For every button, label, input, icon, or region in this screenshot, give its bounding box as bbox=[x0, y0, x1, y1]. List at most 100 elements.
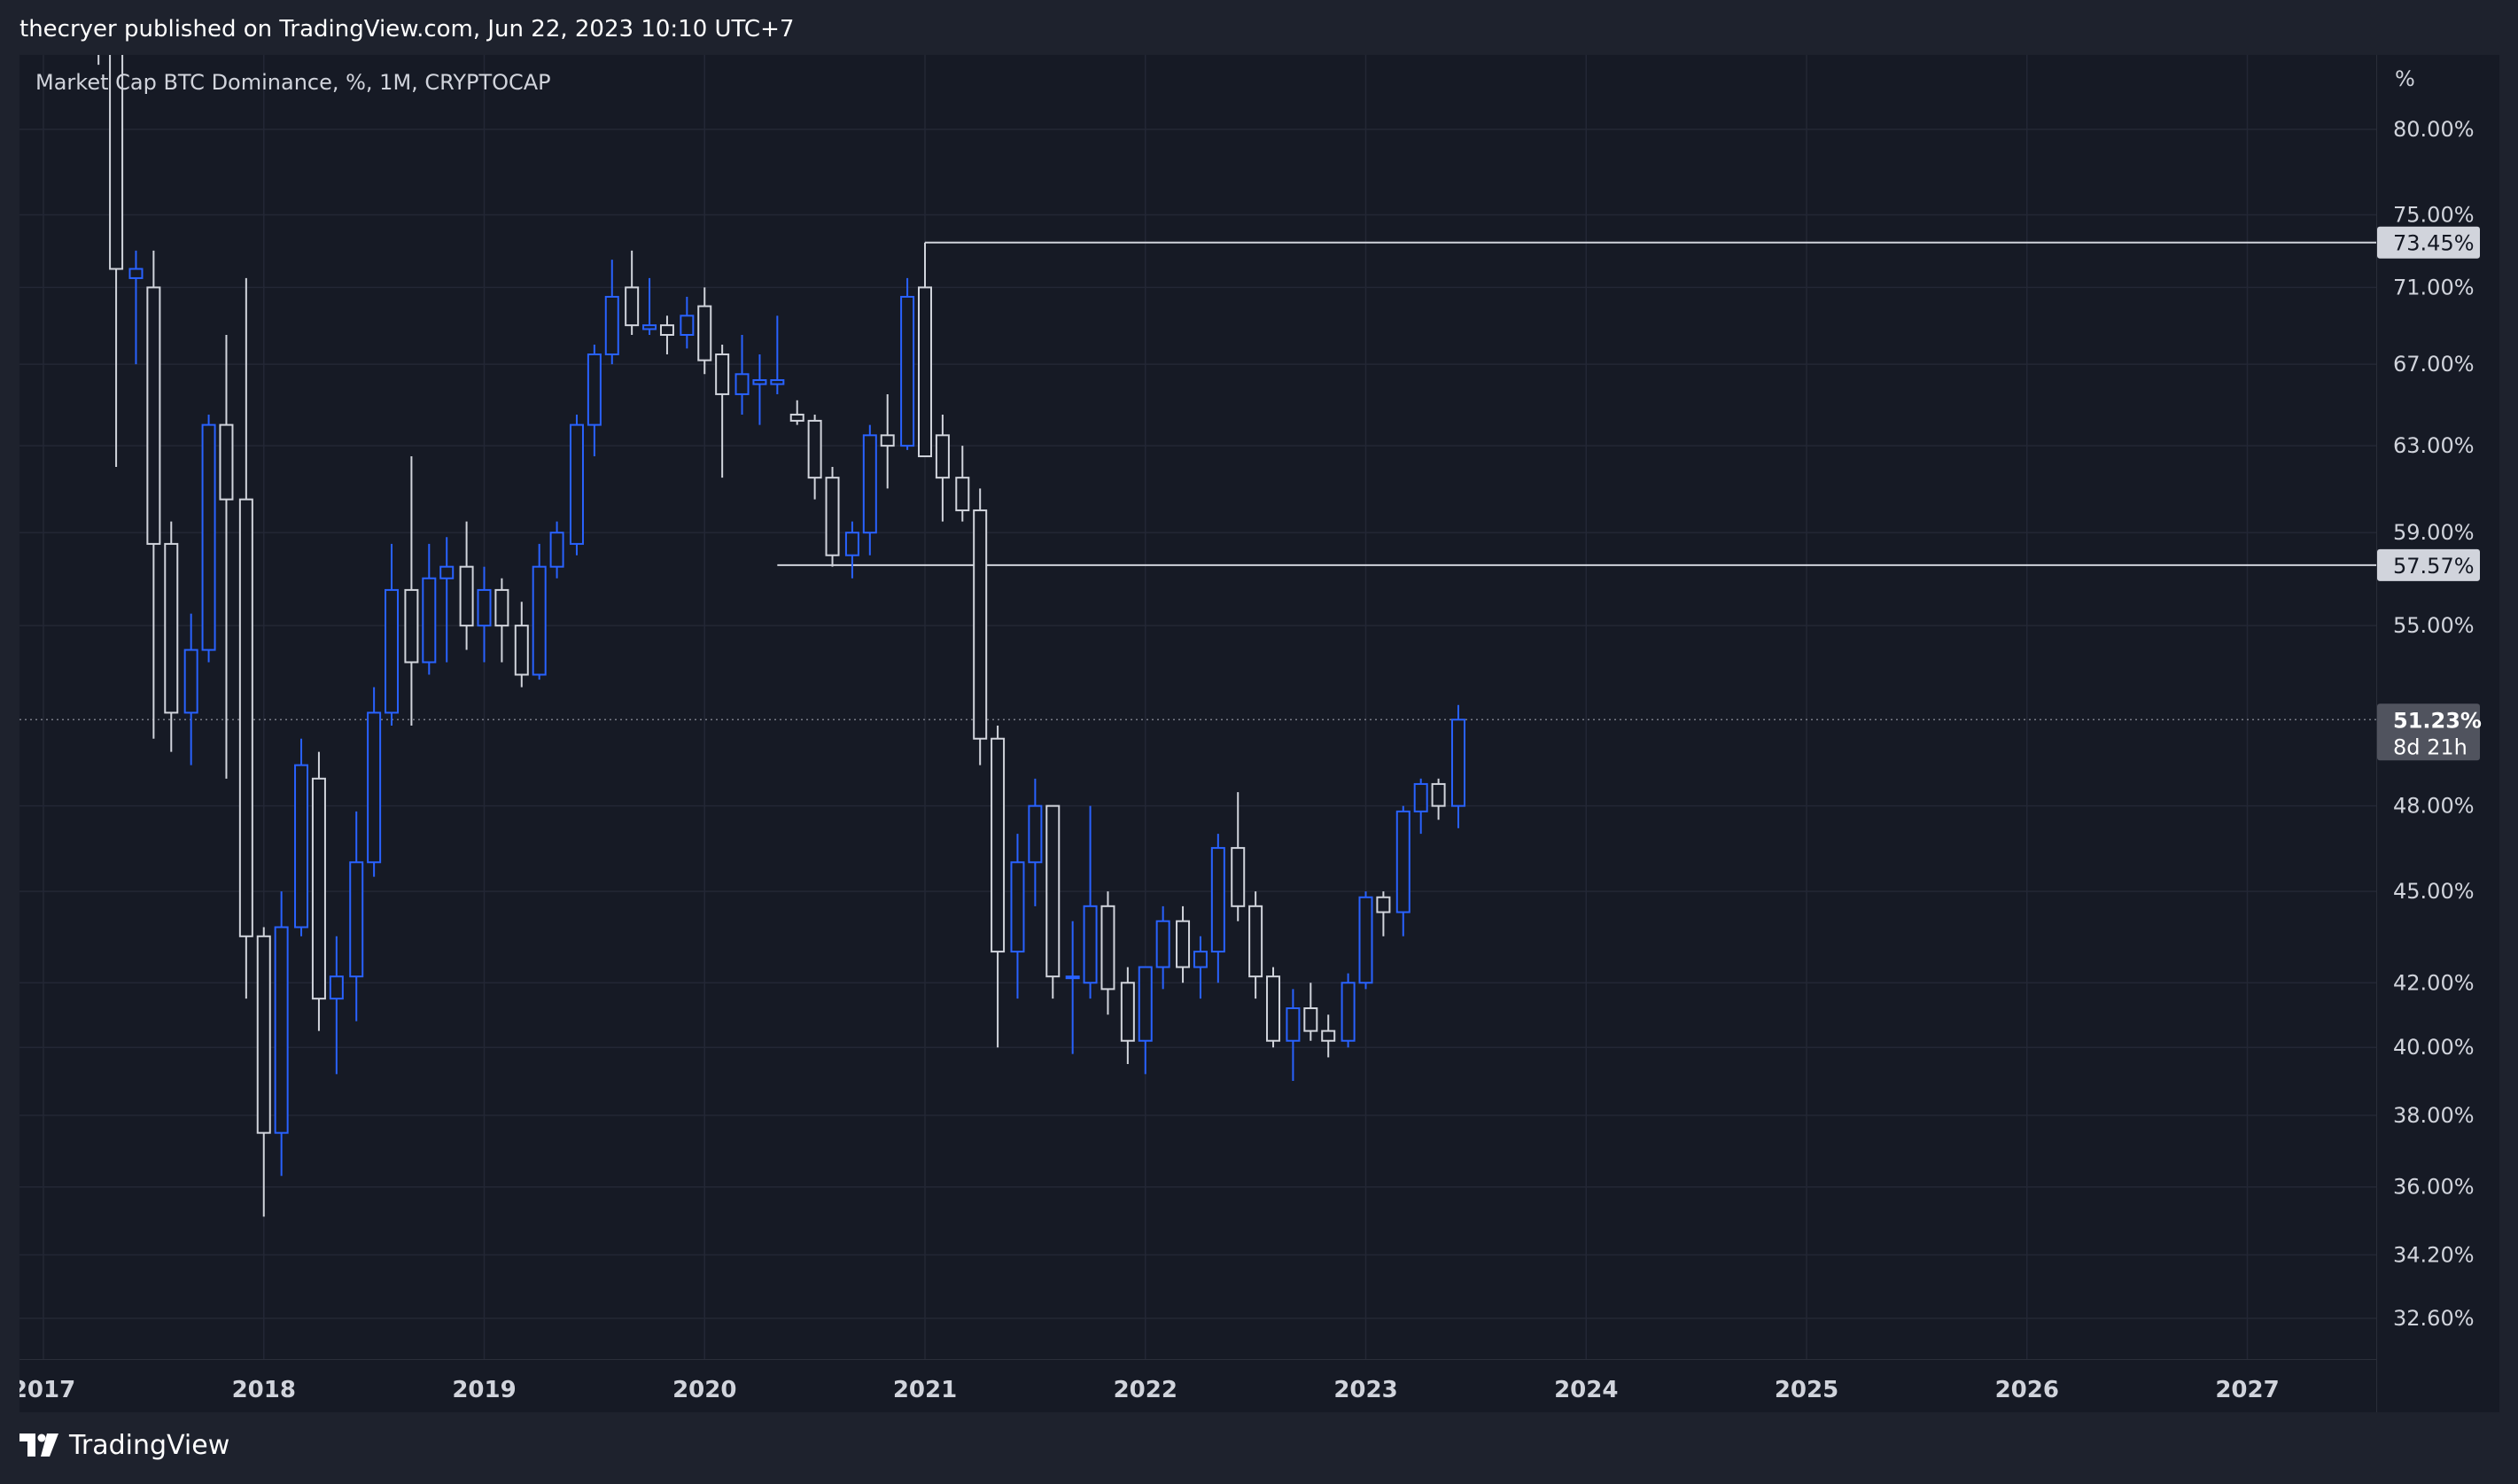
candle-body bbox=[164, 542, 179, 714]
candle[interactable] bbox=[439, 537, 455, 663]
candle[interactable] bbox=[1431, 778, 1446, 820]
candle[interactable] bbox=[1248, 891, 1263, 999]
candle[interactable] bbox=[311, 751, 326, 1031]
candle[interactable] bbox=[219, 334, 234, 779]
candle[interactable] bbox=[880, 393, 895, 489]
candle[interactable] bbox=[789, 400, 804, 425]
candle[interactable] bbox=[1100, 891, 1115, 1015]
candle[interactable] bbox=[92, 55, 105, 66]
candle[interactable] bbox=[900, 277, 915, 450]
candle-body bbox=[494, 588, 509, 627]
time-tick-label: 2019 bbox=[452, 1377, 516, 1403]
candle[interactable] bbox=[1231, 792, 1246, 921]
candle[interactable] bbox=[238, 277, 253, 999]
candle[interactable] bbox=[1083, 805, 1098, 999]
candle[interactable] bbox=[991, 726, 1006, 1048]
candle[interactable] bbox=[404, 456, 419, 726]
candle-body bbox=[1193, 951, 1208, 968]
candle[interactable] bbox=[1010, 834, 1025, 999]
plot-area[interactable]: Market Cap BTC Dominance, %, 1M, CRYPTOC… bbox=[19, 55, 2376, 1359]
price-axis[interactable]: % 80.00% 75.00% 71.00% 67.00% 63.00% 59.00% 55.… bbox=[2376, 55, 2499, 1412]
candle-body bbox=[532, 565, 547, 676]
candle[interactable] bbox=[680, 296, 695, 349]
candle[interactable] bbox=[367, 687, 382, 877]
candle[interactable] bbox=[715, 344, 730, 478]
candle[interactable] bbox=[825, 467, 840, 567]
candle[interactable] bbox=[1286, 989, 1301, 1082]
candle-body bbox=[1395, 810, 1411, 913]
candle-body bbox=[734, 373, 750, 395]
candle[interactable] bbox=[1028, 778, 1043, 906]
candle[interactable] bbox=[807, 414, 822, 500]
candle[interactable] bbox=[201, 414, 216, 663]
candle[interactable] bbox=[128, 250, 144, 365]
candle[interactable] bbox=[494, 578, 509, 663]
grid bbox=[19, 55, 2376, 1359]
time-tick-label: 2022 bbox=[1114, 1377, 1177, 1403]
candle[interactable] bbox=[1395, 805, 1411, 936]
candle[interactable] bbox=[294, 738, 309, 936]
candle[interactable] bbox=[642, 277, 657, 335]
candle[interactable] bbox=[734, 334, 750, 415]
candle[interactable] bbox=[1341, 973, 1356, 1048]
candle-body bbox=[642, 324, 657, 330]
candle[interactable] bbox=[1138, 966, 1153, 1075]
candle[interactable] bbox=[1376, 891, 1391, 936]
candle[interactable] bbox=[918, 242, 932, 458]
candle[interactable] bbox=[1303, 983, 1318, 1041]
candle[interactable] bbox=[549, 521, 564, 579]
candle[interactable] bbox=[604, 260, 619, 365]
candle[interactable] bbox=[385, 543, 400, 726]
candle[interactable] bbox=[1321, 1014, 1336, 1058]
candle[interactable] bbox=[844, 521, 859, 579]
candle[interactable] bbox=[935, 414, 950, 522]
candle[interactable] bbox=[274, 891, 289, 1177]
candle[interactable] bbox=[1045, 804, 1061, 999]
candle[interactable] bbox=[164, 521, 179, 752]
candle[interactable] bbox=[1176, 905, 1191, 983]
candle-body bbox=[439, 565, 455, 579]
candlestick-plot[interactable] bbox=[19, 55, 2376, 1359]
candle[interactable] bbox=[109, 55, 124, 468]
candle[interactable] bbox=[146, 250, 161, 739]
candle[interactable] bbox=[625, 250, 640, 335]
candle[interactable] bbox=[1065, 921, 1080, 1054]
candle[interactable] bbox=[477, 566, 492, 663]
candle[interactable] bbox=[955, 446, 970, 522]
time-axis[interactable]: 2017 2018 2019 2020 2021 2022 2023 2024 2025 2026… bbox=[19, 1359, 2376, 1413]
candle[interactable] bbox=[183, 613, 198, 765]
candle-body bbox=[146, 286, 161, 545]
candle[interactable] bbox=[459, 521, 474, 650]
candle[interactable] bbox=[514, 602, 529, 688]
candle[interactable] bbox=[256, 927, 271, 1217]
price-tick-label: 32.60% bbox=[2393, 1306, 2475, 1331]
price-tick-label: 48.00% bbox=[2393, 794, 2475, 819]
candle-body bbox=[422, 577, 437, 664]
candle[interactable] bbox=[532, 543, 547, 680]
candle[interactable] bbox=[1266, 967, 1281, 1048]
candle[interactable] bbox=[329, 936, 344, 1075]
candle[interactable] bbox=[1358, 891, 1373, 990]
candle[interactable] bbox=[1193, 936, 1208, 999]
candle[interactable] bbox=[1120, 967, 1135, 1064]
price-tick-label: 63.00% bbox=[2393, 433, 2475, 458]
candle[interactable] bbox=[1210, 834, 1225, 983]
chart-frame[interactable]: Market Cap BTC Dominance, %, 1M, CRYPTOC… bbox=[19, 55, 2499, 1413]
candle-body bbox=[1358, 896, 1373, 984]
tradingview-brand[interactable]: TradingView bbox=[19, 1430, 229, 1461]
candle[interactable] bbox=[349, 811, 364, 1022]
candle[interactable] bbox=[697, 287, 712, 375]
candle[interactable] bbox=[1155, 905, 1170, 990]
candle[interactable] bbox=[1450, 704, 1465, 828]
candle[interactable] bbox=[770, 315, 785, 394]
candle[interactable] bbox=[422, 543, 437, 675]
candle[interactable] bbox=[973, 488, 988, 765]
candle[interactable] bbox=[862, 424, 877, 556]
candle[interactable] bbox=[1413, 778, 1428, 835]
candle[interactable] bbox=[752, 354, 767, 425]
candle-body bbox=[256, 935, 271, 1134]
price-axis-labels: % 80.00% 75.00% 71.00% 67.00% 63.00% 59.00% 55.… bbox=[2377, 66, 2482, 1331]
candle[interactable] bbox=[587, 344, 602, 457]
candle[interactable] bbox=[659, 315, 674, 354]
candle[interactable] bbox=[569, 414, 584, 556]
